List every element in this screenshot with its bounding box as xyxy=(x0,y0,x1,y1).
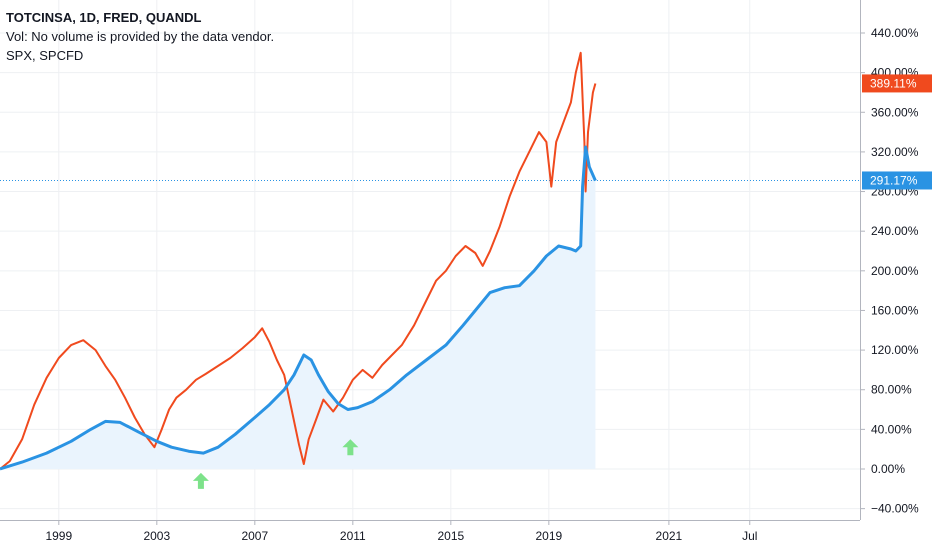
y-tick-label: 40.00% xyxy=(871,422,912,436)
x-tick-label: 1999 xyxy=(45,529,72,543)
up-arrow-icon xyxy=(342,439,359,456)
time-axis-ticks: 1999 2003 2007 2011 2015 2019 2021 Jul xyxy=(45,520,757,543)
price-axis-ticks: 440.00%400.00%360.00%320.00%280.00%240.0… xyxy=(860,26,919,516)
y-tick-label: 80.00% xyxy=(871,383,912,397)
y-tick-label: 360.00% xyxy=(871,105,919,119)
y-tick-label: 200.00% xyxy=(871,264,919,278)
y-tick-label: 120.00% xyxy=(871,343,919,357)
totcinsa-series-line[interactable] xyxy=(0,51,597,470)
legend-compare-symbol[interactable]: SPX, SPCFD xyxy=(6,48,84,63)
x-tick-label: 2019 xyxy=(535,529,562,543)
y-tick-label: 440.00% xyxy=(871,26,919,40)
x-tick-label: 2003 xyxy=(143,529,170,543)
y-tick-label: 320.00% xyxy=(871,145,919,159)
up-arrow-icon xyxy=(192,472,209,489)
y-tick-label: 240.00% xyxy=(871,224,919,238)
spx-badge-label: 291.17% xyxy=(870,173,918,187)
legend-volume-note: Vol: No volume is provided by the data v… xyxy=(6,29,275,44)
y-tick-label: 0.00% xyxy=(871,462,905,476)
spx-badge xyxy=(862,171,932,190)
x-tick-label: 2015 xyxy=(437,529,464,543)
spx-series-line[interactable] xyxy=(0,145,597,471)
annotations xyxy=(192,439,359,489)
chart-legend: TOTCINSA, 1D, FRED, QUANDL Vol: No volum… xyxy=(6,8,274,65)
x-tick-label: 2021 xyxy=(656,529,683,543)
totcinsa-badge xyxy=(862,74,932,93)
y-tick-label: −40.00% xyxy=(871,502,919,516)
y-tick-label: 160.00% xyxy=(871,303,919,317)
legend-symbol-title[interactable]: TOTCINSA, 1D, FRED, QUANDL xyxy=(6,10,202,25)
totcinsa-badge-label: 389.11% xyxy=(870,76,917,90)
x-tick-label: 2011 xyxy=(340,529,366,543)
x-tick-label: Jul xyxy=(742,529,757,543)
spx-area-fill xyxy=(0,147,596,469)
last-value-badges: 389.11% 291.17% xyxy=(862,74,932,190)
x-tick-label: 2007 xyxy=(241,529,268,543)
